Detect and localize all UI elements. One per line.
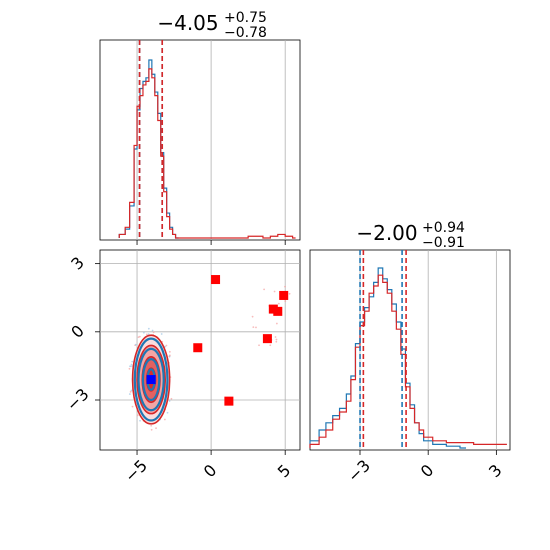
joint-sample-point [263,288,266,291]
joint-sample-point [273,290,276,293]
joint-sample-point [275,338,278,341]
joint-sample-point [136,414,139,417]
joint-sample-point [147,333,150,336]
joint-sample-point [150,424,153,427]
joint-sample-point [269,344,272,347]
right-panel-quantile-lines [359,250,407,450]
right-histogram-series [309,267,466,449]
right-title-main: −2.00 [356,221,417,245]
right-xtick-label: −3 [344,456,374,486]
joint-red-square-marker [273,306,283,316]
joint-sample-point [275,340,278,343]
joint-red-square-marker [211,275,221,285]
joint-panel: −5 0 5 −3 0 3 [63,249,301,486]
joint-xtick-label: −5 [121,456,151,486]
joint-sample-point [129,390,132,393]
joint-sample-point [168,355,171,358]
joint-sample-point [139,419,141,422]
top-marginal-panel: −4.05 +0.75 −0.78 [99,10,301,245]
joint-blue-square-marker [146,375,156,385]
top-panel-frame [99,39,301,241]
joint-ytick-label: 3 [67,253,88,274]
right-title-sup: +0.94 [422,220,465,236]
joint-sample-point [284,300,287,302]
joint-panel-xticks: −5 0 5 [121,450,295,486]
joint-ytick-label: 0 [67,321,88,342]
right-panel-title: −2.00 [356,221,417,245]
joint-sample-point [129,365,131,368]
right-panel-histograms [309,267,507,449]
top-panel-histograms [118,59,296,239]
joint-sample-point [163,418,166,421]
joint-sample-point [258,344,260,347]
joint-sample-point [130,389,133,392]
right-xtick-label: 3 [485,461,506,482]
right-histogram-series [309,274,507,448]
joint-sample-point [131,360,134,363]
joint-red-square-marker [262,334,272,344]
right-xtick-label: 0 [417,461,438,482]
joint-contour-blue [137,347,165,412]
joint-sample-point [147,327,150,330]
joint-red-square-marker [193,343,203,353]
joint-contour-blue [133,337,169,422]
joint-sample-point [131,405,134,408]
joint-sample-point [128,367,131,370]
joint-sample-point [284,285,286,288]
joint-sample-point [165,344,168,347]
top-histogram-series [118,59,179,239]
joint-sample-point [152,331,155,334]
joint-sample-point [275,322,278,325]
joint-sample-point [137,336,140,339]
joint-panel-grid [100,250,300,450]
joint-sample-point [145,333,148,336]
top-title-sub: −0.78 [224,25,267,41]
joint-xtick-label: 0 [200,461,221,482]
top-title-sup: +0.75 [224,10,267,26]
joint-sample-point [166,411,169,414]
top-panel-title: −4.05 [157,11,218,35]
joint-sample-point [277,302,280,305]
top-histogram-series [118,68,296,239]
joint-sample-point [134,343,137,346]
joint-sample-point [128,393,131,395]
joint-xtick-label: 5 [274,461,295,482]
top-title-main: −4.05 [157,11,218,35]
joint-sample-point [288,292,291,295]
top-panel-quantile-lines [138,40,164,240]
joint-sample-point [160,333,163,335]
joint-sample-point [252,326,255,329]
joint-sample-point [168,400,171,402]
joint-ytick-label: −3 [63,385,93,415]
joint-red-square-marker [279,290,289,300]
joint-contour-blue [141,357,161,402]
joint-panel-yticks: −3 0 3 [63,253,100,415]
right-panel-frame [309,249,511,451]
joint-sample-point [274,336,277,338]
joint-panel-markers [146,275,289,406]
joint-sample-point [130,363,133,366]
joint-sample-point [255,326,257,329]
right-marginal-panel: −3 0 3 −2.00 +0.94 −0.91 [309,220,511,486]
joint-sample-point [168,350,171,353]
joint-sample-point [170,397,173,400]
top-panel-ticks [136,240,286,245]
joint-sample-point [251,315,254,318]
joint-sample-point [151,329,154,332]
right-panel-ticks: −3 0 3 [344,450,506,486]
joint-sample-point [142,331,145,334]
joint-sample-point [155,427,157,430]
joint-sample-point [150,428,153,431]
joint-red-square-marker [224,396,234,406]
right-title-sub: −0.91 [422,235,465,251]
